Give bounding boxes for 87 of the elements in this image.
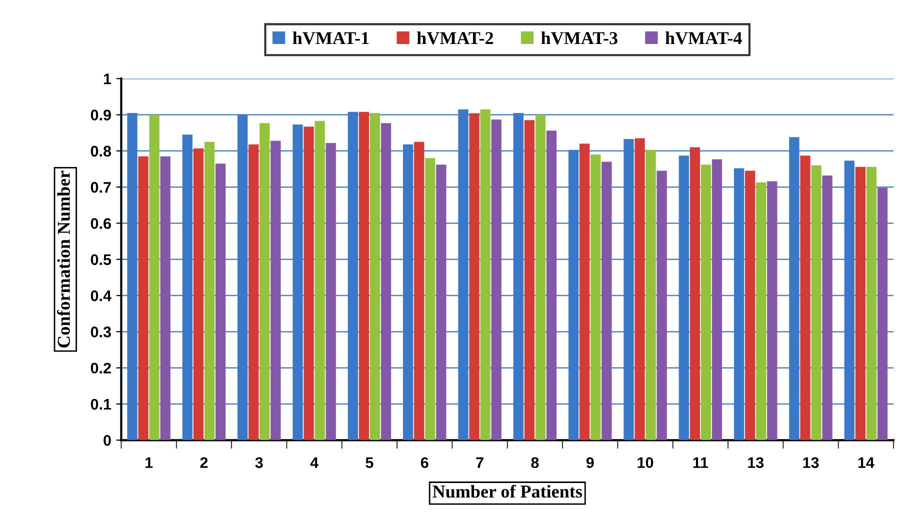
bar (160, 156, 170, 440)
x-tick-label: 8 (531, 457, 539, 468)
y-tick-label: 0.7 (90, 182, 111, 193)
bar (370, 112, 380, 440)
bar (745, 170, 756, 440)
bar (149, 114, 160, 440)
bar (811, 165, 822, 440)
bar (260, 123, 270, 440)
x-tick-label: 5 (366, 457, 374, 468)
x-tick-label: 7 (476, 457, 484, 468)
bar (712, 159, 722, 440)
bar (314, 120, 325, 440)
y-tick-label: 0.4 (90, 290, 112, 302)
legend-label: hVMAT-3 (541, 32, 618, 44)
bar (304, 126, 314, 440)
bar (646, 150, 656, 440)
legend-label: hVMAT-2 (417, 32, 494, 44)
bar (414, 142, 424, 440)
y-tick-label: 1 (104, 74, 112, 84)
bar (348, 112, 358, 440)
bar (822, 176, 832, 440)
bar (866, 166, 877, 440)
bar (182, 134, 192, 440)
legend-label: hVMAT-1 (292, 32, 369, 44)
y-tick-label: 0.8 (90, 146, 112, 157)
bar (270, 140, 281, 440)
bar (480, 109, 490, 440)
bar (656, 170, 667, 440)
bar (193, 148, 204, 440)
x-tick-label: 13 (803, 457, 819, 468)
bar (580, 144, 590, 440)
bar (436, 164, 446, 440)
bar (789, 137, 800, 440)
bar (215, 164, 226, 440)
bar (678, 156, 689, 440)
bar (458, 109, 468, 440)
x-tick-label: 1 (146, 457, 153, 468)
y-tick-label: 0.2 (90, 362, 111, 374)
bar (380, 123, 392, 440)
bar (425, 158, 436, 440)
y-tick-label: 0.6 (90, 218, 111, 229)
bar (358, 112, 370, 440)
bar (602, 162, 612, 440)
bar (403, 144, 414, 440)
bar (138, 156, 148, 440)
bar (204, 142, 215, 440)
bar (855, 166, 866, 440)
y-tick-label: 0 (104, 435, 111, 446)
bar (634, 138, 645, 440)
bar (546, 130, 557, 440)
bar (877, 188, 888, 440)
bar (238, 114, 248, 440)
x-tick-label: 9 (586, 457, 594, 468)
x-tick-label: 11 (693, 457, 708, 468)
x-tick-label: 10 (638, 457, 654, 468)
bar (326, 142, 336, 440)
bar (524, 120, 535, 440)
bar (700, 164, 712, 440)
x-tick-label: 2 (200, 457, 208, 468)
bar (624, 138, 634, 440)
x-tick-label: 4 (310, 457, 318, 468)
bar (756, 182, 766, 440)
legend-label: hVMAT-4 (665, 32, 742, 44)
bar (535, 114, 546, 440)
bar (734, 168, 744, 440)
bar (568, 150, 579, 440)
y-axis-title: Conformation Number (57, 170, 70, 348)
bar (248, 144, 259, 440)
bar (127, 112, 138, 440)
x-axis-title: Number of Patients (432, 484, 582, 498)
bar (292, 124, 303, 440)
x-tick-label: 3 (255, 457, 263, 468)
x-tick-label: 6 (420, 457, 428, 468)
x-tick-label: 14 (858, 457, 874, 468)
bar (690, 147, 700, 440)
y-tick-label: 0.1 (90, 398, 112, 410)
bar (513, 112, 524, 440)
bar (767, 181, 778, 440)
y-tick-label: 0.9 (90, 110, 111, 120)
y-tick-label: 0.5 (90, 254, 112, 266)
bar (800, 156, 810, 440)
bar (844, 160, 854, 440)
x-tick-label: 13 (748, 457, 764, 468)
y-tick-label: 0.3 (90, 326, 111, 338)
bar (590, 154, 601, 440)
bar (491, 119, 502, 440)
bar (469, 113, 480, 440)
